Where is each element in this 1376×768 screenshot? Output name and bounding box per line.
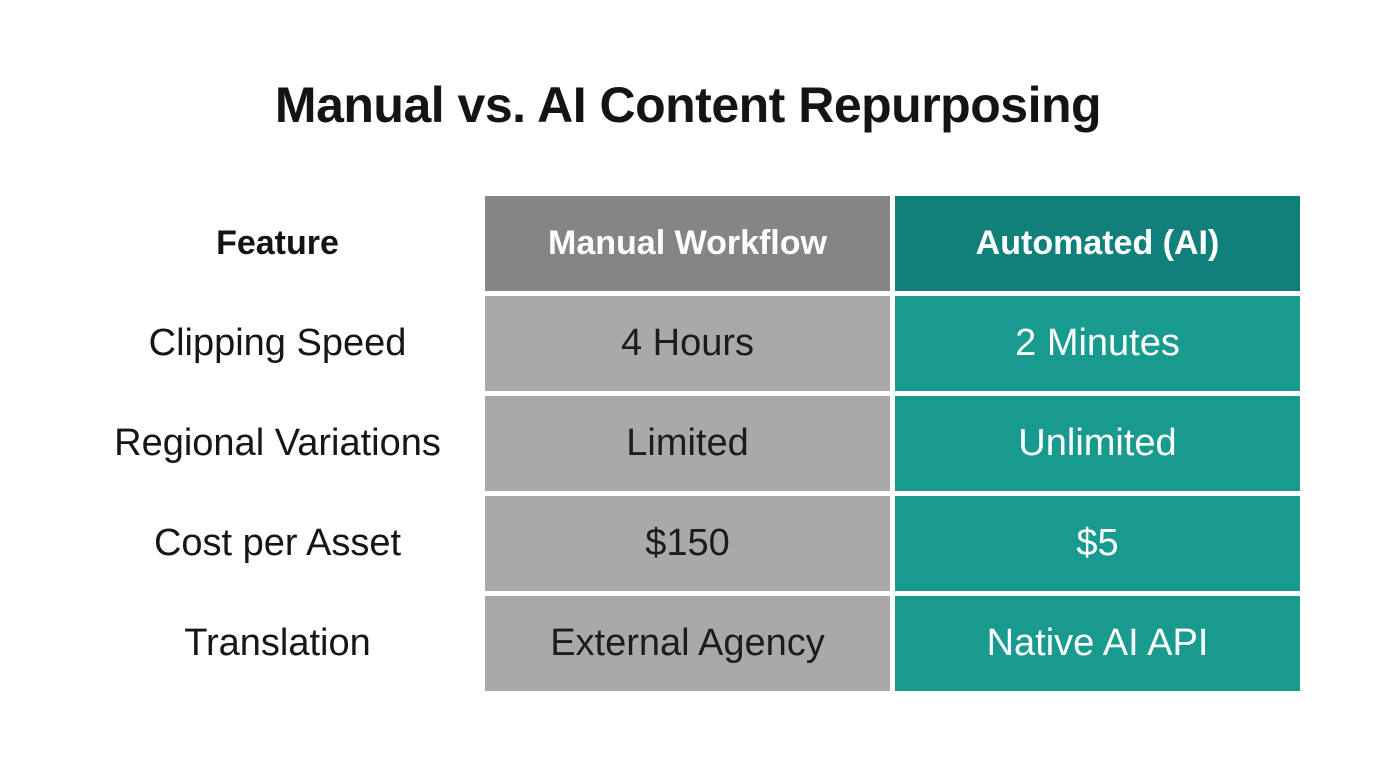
manual-value-clipping-speed: 4 Hours (485, 296, 890, 391)
ai-value-regional-variations: Unlimited (895, 396, 1300, 491)
comparison-table: Feature Manual Workflow Automated (AI) C… (75, 196, 1300, 691)
manual-value-regional-variations: Limited (485, 396, 890, 491)
page-title: Manual vs. AI Content Repurposing (274, 77, 1102, 133)
row-label-cost-per-asset: Cost per Asset (75, 496, 480, 591)
ai-value-clipping-speed: 2 Minutes (895, 296, 1300, 391)
manual-workflow-column-header: Manual Workflow (485, 196, 890, 291)
row-label-clipping-speed: Clipping Speed (75, 296, 480, 391)
feature-column-header: Feature (75, 196, 480, 291)
manual-value-cost-per-asset: $150 (485, 496, 890, 591)
row-label-regional-variations: Regional Variations (75, 396, 480, 491)
manual-value-translation: External Agency (485, 596, 890, 691)
ai-value-translation: Native AI API (895, 596, 1300, 691)
ai-value-cost-per-asset: $5 (895, 496, 1300, 591)
automated-ai-column-header: Automated (AI) (895, 196, 1300, 291)
row-label-translation: Translation (75, 596, 480, 691)
